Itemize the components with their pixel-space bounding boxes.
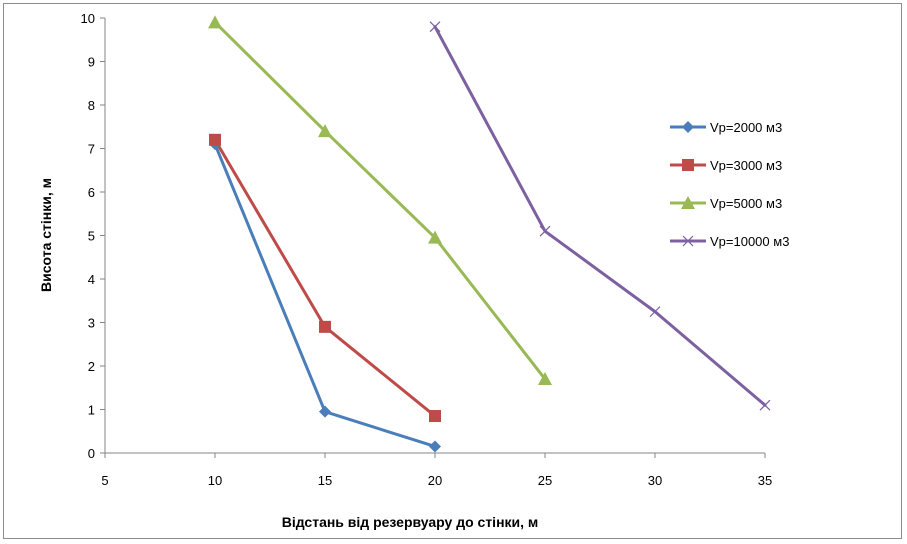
series-3-point [318,124,332,138]
y-tick-label: 4 [88,272,95,287]
legend-marker [682,235,694,247]
y-tick-label: 3 [88,316,95,331]
series-line-3 [213,20,547,381]
y-tick-label: 8 [88,98,95,113]
series-markers [208,15,771,453]
series-3-point [538,372,552,386]
y-tick-label: 9 [88,55,95,70]
y-axis-title: Висота стінки, м [38,178,54,292]
series-4-point [429,21,441,33]
y-tick-label: 1 [88,403,95,418]
series-1-point [319,405,331,418]
x-tick-label: 5 [101,473,108,488]
legend: Vр=2000 м3 Vр=3000 м3 Vр=5000 м3 Vр=10000 м… [670,120,789,249]
series-4-point [759,399,771,411]
legend-marker [682,159,694,171]
legend-label: Vр=5000 м3 [710,196,782,211]
x-tick-label: 30 [648,473,662,488]
series-lines [213,20,767,448]
y-tick-label: 7 [88,142,95,157]
x-tick-label: 20 [428,473,442,488]
legend-label: Vр=2000 м3 [710,120,782,135]
series-2-point [429,410,441,423]
x-axis-title: Відстань від резервуару до стінки, м [282,514,539,530]
y-tick-label: 6 [88,185,95,200]
x-tick-label: 10 [208,473,222,488]
chart-frame [3,3,902,539]
series-2-point [319,320,331,333]
x-tick-label: 15 [318,473,332,488]
series-4-point [649,306,661,318]
y-tick-label: 10 [81,11,95,26]
y-tick-label: 5 [88,229,95,244]
series-2-point [209,133,221,146]
series-line-1 [213,142,437,448]
axes [100,17,766,458]
y-tick-label: 2 [88,359,95,374]
series-1-point [429,440,441,453]
y-tick-label: 0 [88,446,95,461]
tick-labels: 0 1 2 3 4 5 6 7 8 9 10 5 10 15 20 25 30 35 [81,11,773,488]
legend-label: Vр=10000 м3 [710,234,789,249]
legend-label: Vр=3000 м3 [710,158,782,173]
series-line-2 [213,138,437,418]
x-tick-label: 35 [758,473,772,488]
legend-marker [681,196,695,209]
series-3-point [428,230,442,244]
x-tick-label: 25 [538,473,552,488]
series-3-point [208,15,222,29]
legend-marker [682,121,694,133]
series-4-point [539,225,551,237]
series-line-4 [433,25,767,407]
